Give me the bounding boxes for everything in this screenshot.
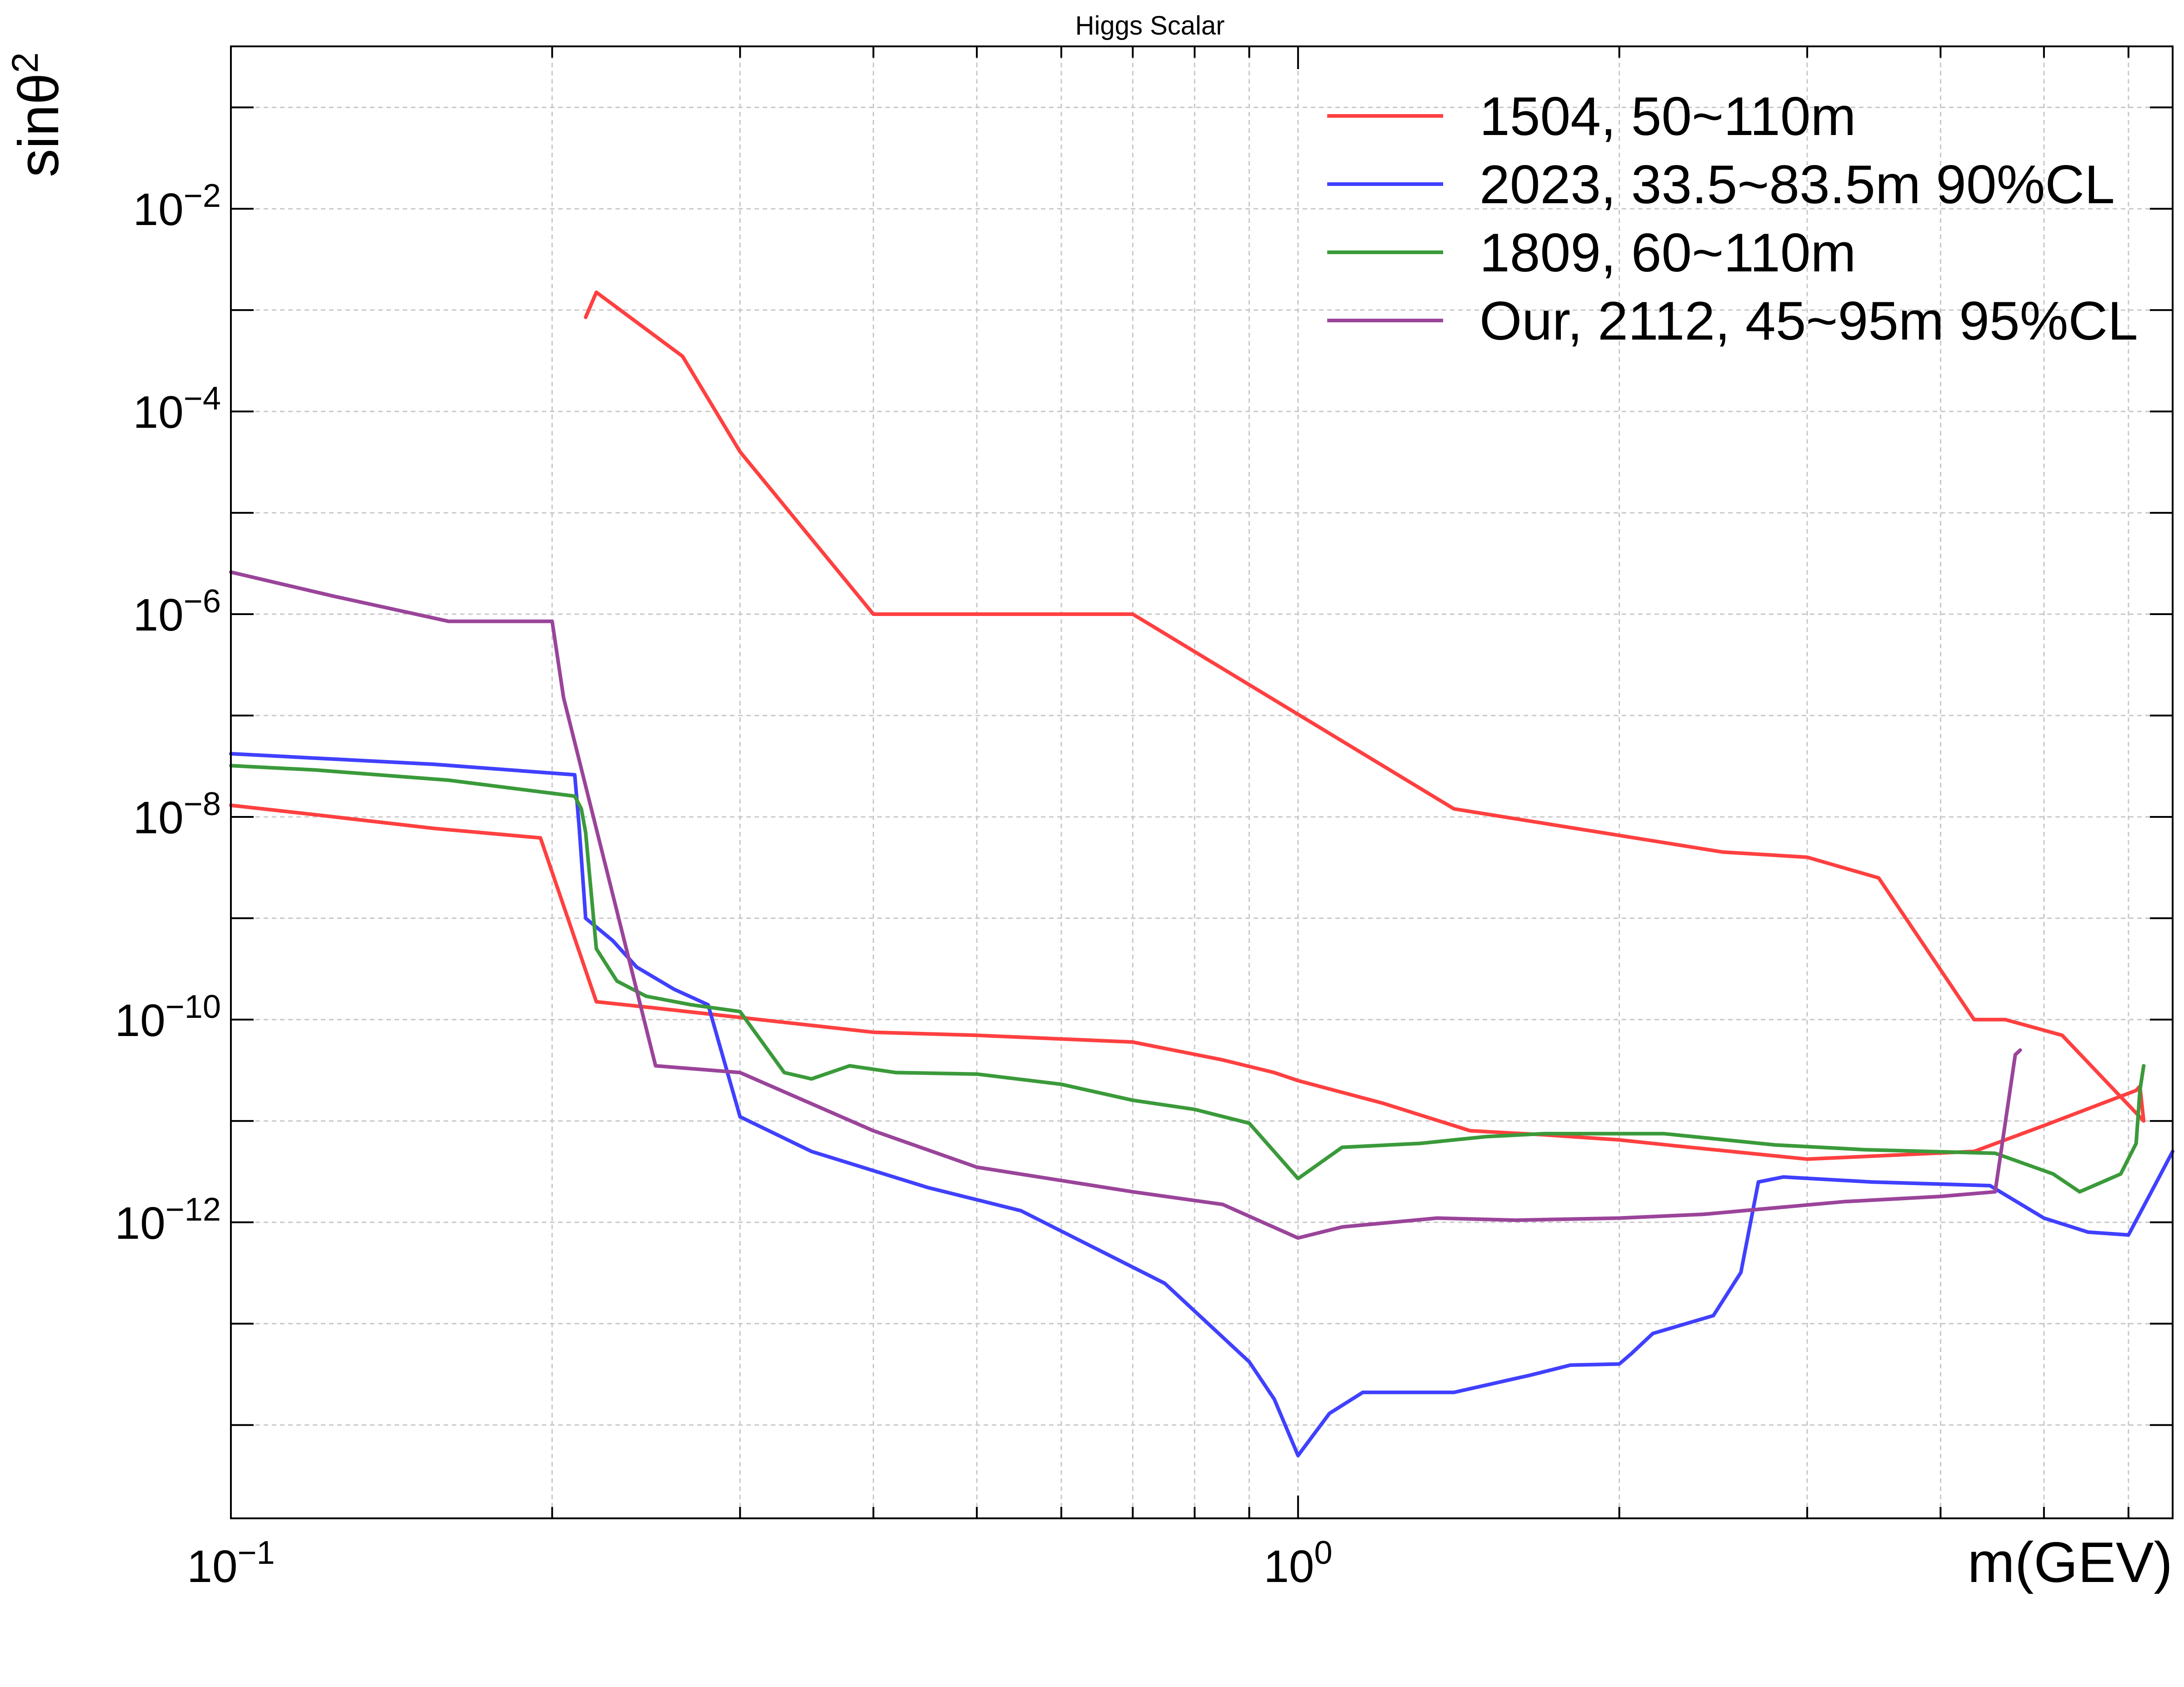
y-tick-label: 10−2 — [133, 178, 221, 235]
y-tick-label-base: 10 — [115, 995, 165, 1046]
y-axis-label: sinθ2 — [5, 52, 71, 177]
grid-lines — [231, 46, 2173, 1518]
x-tick-label-exponent: 0 — [1314, 1535, 1332, 1571]
y-tick-label: 10−10 — [115, 989, 221, 1046]
y-tick-label: 10−4 — [133, 380, 221, 438]
x-tick-label-base: 10 — [1264, 1541, 1314, 1592]
axes-frame — [230, 45, 2174, 1519]
series-layer — [229, 290, 2174, 1457]
x-tick-label-base: 10 — [187, 1541, 237, 1592]
plot-frame — [230, 45, 2174, 1519]
legend-label-3: 1809, 60~110m — [1479, 222, 1856, 283]
y-tick-label-exponent: −2 — [184, 178, 221, 214]
y-axis-label-superscript: 2 — [5, 52, 46, 73]
y-axis-label-text: sinθ — [7, 73, 70, 177]
x-tick-label: 100 — [1264, 1535, 1332, 1592]
series-line-4 — [229, 570, 2022, 1240]
legend-label-4: Our, 2112, 45~95m 95%CL — [1479, 290, 2138, 351]
x-tick-label: 10−1 — [187, 1535, 275, 1592]
x-axis-label: m(GEV) — [1968, 1531, 2173, 1594]
y-tick-label-exponent: −6 — [184, 583, 221, 620]
y-tick-label: 10−6 — [133, 583, 221, 641]
y-tick-label-exponent: −4 — [184, 380, 221, 417]
y-tick-label-base: 10 — [133, 590, 184, 641]
y-tick-label-exponent: −8 — [184, 786, 221, 822]
legend-label-2: 2023, 33.5~83.5m 90%CL — [1479, 154, 2115, 215]
chart-title: Higgs Scalar — [1075, 11, 1225, 40]
y-tick-label: 10−12 — [115, 1191, 221, 1249]
y-tick-label-base: 10 — [133, 792, 184, 843]
y-tick-label-exponent: −12 — [165, 1191, 221, 1228]
y-tick-label-base: 10 — [133, 387, 184, 438]
y-tick-label: 10−8 — [133, 786, 221, 843]
series-line-1 — [229, 290, 2146, 1161]
series-line-2 — [229, 752, 2174, 1457]
legend: 1504, 50~110m 2023, 33.5~83.5m 90%CL 1809,… — [1327, 86, 2138, 351]
series-line-3 — [229, 764, 2146, 1194]
y-tick-label-base: 10 — [115, 1198, 165, 1249]
y-tick-label-base: 10 — [133, 184, 184, 235]
y-tick-label-exponent: −10 — [165, 989, 221, 1025]
x-tick-label-exponent: −1 — [238, 1535, 275, 1571]
legend-label-1: 1504, 50~110m — [1479, 86, 1856, 147]
